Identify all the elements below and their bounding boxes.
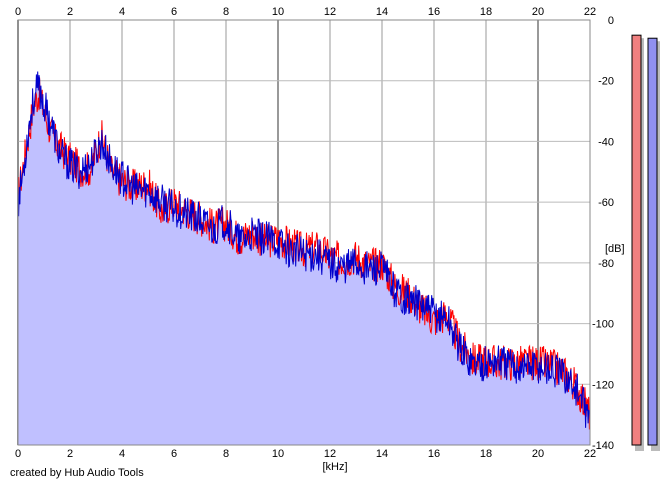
level-meter-bar [631,34,642,446]
x-tick-label-top: 8 [223,6,229,18]
level-meter-bar [647,37,658,446]
y-tick-label: -60 [598,197,614,209]
x-tick-label-bottom: 18 [480,448,492,460]
y-tick-label: -80 [598,258,614,270]
y-tick-label: 0 [608,15,614,27]
x-tick-label-bottom: 2 [67,448,73,460]
x-tick-label-top: 4 [119,6,125,18]
x-tick-label-bottom: 16 [428,448,440,460]
plot-border [17,19,591,446]
x-tick-label-bottom: 12 [324,448,336,460]
x-tick-label-top: 10 [272,6,284,18]
x-tick-label-top: 2 [67,6,73,18]
y-tick-label: -40 [598,136,614,148]
x-tick-label-bottom: 22 [584,448,596,460]
series-line-blue [17,71,591,428]
y-axis-ticks: 0 -20 -40 -60 -80 -100 -120 -140 [592,15,614,452]
x-tick-label-top: 6 [171,6,177,18]
credit-text: created by Hub Audio Tools [10,467,144,479]
level-meters [631,34,660,452]
y-tick-label: -100 [592,319,614,331]
x-tick-label-top: 16 [428,6,440,18]
x-tick-label-top: 18 [480,6,492,18]
x-axis-label: [kHz] [322,461,347,473]
x-tick-label-bottom: 14 [376,448,388,460]
y-axis-label: [dB] [605,243,625,255]
y-tick-label: -20 [598,76,614,88]
x-tick-label-top: 12 [324,6,336,18]
y-tick-label: -120 [592,379,614,391]
x-tick-label-top: 0 [15,6,21,18]
x-tick-label-bottom: 20 [532,448,544,460]
x-tick-label-top: 14 [376,6,388,18]
x-tick-label-top: 20 [532,6,544,18]
x-tick-label-top: 22 [584,6,596,18]
x-tick-label-bottom: 8 [223,448,229,460]
x-tick-label-bottom: 0 [15,448,21,460]
x-tick-label-bottom: 10 [272,448,284,460]
y-tick-label: -140 [592,440,614,452]
x-tick-label-bottom: 6 [171,448,177,460]
x-tick-label-bottom: 4 [119,448,125,460]
